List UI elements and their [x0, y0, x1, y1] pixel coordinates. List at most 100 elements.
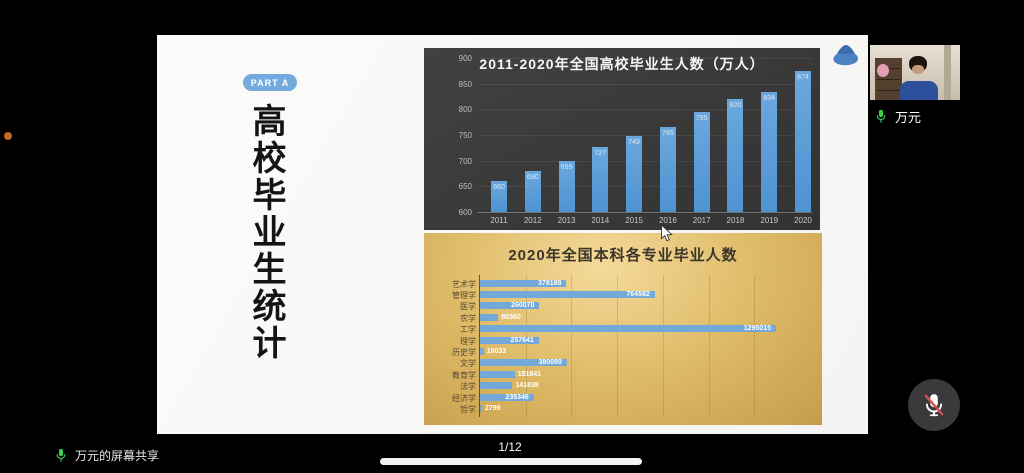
gridline — [571, 275, 573, 417]
category-label-工学: 工学 — [460, 325, 476, 335]
x-axis-tick-label: 2015 — [625, 216, 643, 225]
bar-教育学 — [480, 370, 515, 378]
bar-2016 — [659, 127, 676, 212]
bar-工学 — [480, 325, 776, 333]
y-axis-tick-label: 750 — [458, 131, 472, 140]
bar-value-label: 257641 — [510, 336, 534, 344]
bar-艺术学 — [480, 279, 567, 287]
bar-value-label: 764582 — [626, 290, 650, 298]
x-axis-tick-label: 2012 — [523, 216, 542, 225]
bar-value-label: 380089 — [538, 359, 562, 367]
x-axis-tick-label: 2017 — [692, 216, 711, 225]
bar-2015 — [626, 135, 643, 212]
x-axis-tick-label: 2019 — [760, 216, 779, 225]
category-label-医学: 医学 — [460, 302, 476, 312]
mute-button[interactable] — [908, 379, 960, 431]
mouse-cursor-icon — [660, 223, 673, 248]
part-badge: PART A — [243, 74, 297, 91]
category-label-法学: 法学 — [460, 382, 476, 392]
bar-2020 — [795, 71, 812, 212]
participant-name-row: 万元 — [874, 107, 994, 125]
cloud-decoration-icon — [831, 43, 861, 73]
annotation-dot — [4, 132, 12, 140]
bar-文学 — [480, 359, 567, 367]
category-label-经济学: 经济学 — [452, 393, 476, 403]
webcam-plush-toy — [877, 64, 889, 77]
chart-bottom-title: 2020年全国本科各专业毕业人数 — [508, 247, 738, 264]
gridline — [478, 160, 812, 162]
bar-value-label: 680 — [526, 173, 539, 181]
bar-value-label: 235346 — [505, 393, 529, 401]
x-axis-tick-label: 2011 — [490, 216, 508, 225]
participant-video[interactable] — [870, 45, 960, 100]
webcam-person-body — [900, 81, 938, 100]
bar-经济学 — [480, 393, 534, 401]
screen-share-status: 万元的屏幕共享 — [54, 446, 159, 464]
bar-value-label: 1295015 — [743, 325, 771, 333]
y-axis-tick-label: 700 — [458, 156, 472, 166]
bar-value-label: 378188 — [538, 279, 562, 287]
bar-2014 — [592, 146, 609, 212]
bar-value-label: 80360 — [501, 313, 521, 321]
bar-2013 — [558, 161, 575, 212]
category-label-艺术学: 艺术学 — [452, 279, 476, 289]
mic-on-icon — [56, 448, 66, 462]
y-axis-tick-label: 650 — [458, 182, 472, 192]
bar-法学 — [480, 382, 513, 390]
gridline — [478, 83, 812, 85]
gridline — [478, 58, 812, 59]
bar-2012 — [524, 170, 541, 212]
bar-2017 — [693, 111, 710, 212]
category-label-教育学: 教育学 — [452, 370, 476, 380]
mic-on-icon — [876, 109, 886, 123]
bar-value-label: 699 — [560, 164, 573, 172]
bar-value-label: 749 — [628, 138, 640, 146]
bar-value-label: 765 — [662, 130, 674, 138]
bar-农学 — [480, 313, 499, 321]
webcam-person-face — [912, 65, 924, 74]
x-axis-tick-label: 2016 — [658, 216, 677, 225]
webcam-doorframe — [944, 45, 951, 100]
bar-2011 — [491, 181, 507, 212]
bar-2018 — [727, 99, 744, 212]
bar-value-label: 260070 — [511, 302, 535, 310]
bar-value-label: 141838 — [515, 382, 539, 390]
slide-vertical-title: 高校毕业生统计 — [247, 103, 285, 362]
chart-graduates-by-year: 2011-2020年全国高校毕业生人数（万人） 900 850 800 750 700 6… — [424, 48, 820, 230]
bar-哲学 — [480, 404, 482, 412]
bar-历史学 — [480, 347, 484, 355]
chart-top-title: 2011-2020年全国高校毕业生人数（万人） — [479, 56, 765, 72]
page-indicator: 1/12 — [498, 440, 522, 454]
bar-value-label: 795 — [695, 114, 708, 122]
slide-scrollbar[interactable] — [380, 458, 642, 465]
bar-管理学 — [480, 290, 655, 298]
x-axis-tick-label: 2014 — [591, 216, 610, 225]
shared-slide: PART A 高校毕业生统计 2011-2020年全国高校毕业生人数（万人） 9… — [157, 35, 868, 434]
x-axis-tick-label: 2018 — [726, 216, 745, 225]
bar-value-label: 820 — [729, 102, 742, 110]
participant-name: 万元 — [895, 109, 922, 125]
bar-value-label: 874 — [797, 74, 809, 82]
y-axis-tick-label: 900 — [458, 54, 472, 63]
y-axis-tick-label: 800 — [458, 105, 472, 115]
x-axis-tick-label: 2013 — [557, 216, 576, 225]
y-axis-tick-label: 850 — [458, 79, 472, 89]
x-axis-tick-label: 2020 — [794, 216, 812, 225]
category-label-哲学: 哲学 — [460, 404, 476, 414]
share-status-label: 万元的屏幕共享 — [75, 448, 160, 463]
gridline — [478, 186, 812, 188]
category-label-农学: 农学 — [460, 313, 476, 323]
bar-value-label: 727 — [594, 149, 607, 157]
bar-2019 — [761, 91, 778, 212]
category-label-理学: 理学 — [460, 336, 476, 346]
gridline — [525, 275, 527, 417]
bar-医学 — [480, 302, 540, 310]
bar-value-label: 151841 — [517, 370, 542, 378]
bar-value-label: 16033 — [486, 347, 507, 355]
bar-理学 — [480, 336, 539, 344]
gridline — [708, 275, 710, 417]
bar-value-label: 660 — [493, 184, 505, 192]
chart-bottom-axis — [479, 275, 480, 417]
gridline — [478, 135, 812, 136]
